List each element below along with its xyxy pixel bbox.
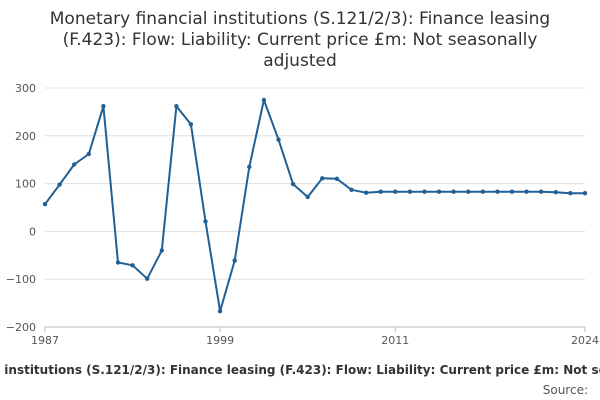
data-point[interactable] [363, 190, 369, 195]
data-point[interactable] [568, 191, 573, 196]
data-point[interactable] [42, 202, 48, 207]
series-line [44, 99, 585, 313]
x-axis-label: Monetary financial institutions (S.121/2… [0, 363, 600, 377]
data-point[interactable] [582, 191, 588, 196]
chart-title-line-1: Monetary financial institutions (S.121/2… [50, 9, 550, 29]
data-point[interactable] [305, 194, 310, 200]
x-tick-label: 2024 [571, 334, 599, 347]
data-point[interactable] [290, 181, 296, 187]
source-label: Source: [543, 383, 588, 397]
data-point[interactable] [72, 162, 77, 167]
data-point[interactable] [407, 189, 413, 194]
data-point[interactable] [261, 97, 267, 103]
data-point[interactable] [188, 122, 194, 127]
y-tick-label: 100 [15, 178, 36, 191]
data-point[interactable] [480, 189, 485, 194]
data-point[interactable] [159, 248, 164, 253]
y-axis-ticks: −200 −100 0 100 200 300 [6, 82, 36, 334]
data-points [42, 97, 588, 314]
grid-lines [45, 87, 585, 328]
data-point[interactable] [451, 189, 456, 194]
data-point[interactable] [539, 189, 544, 194]
data-point[interactable] [115, 260, 121, 265]
data-point[interactable] [509, 189, 515, 194]
data-point[interactable] [553, 190, 558, 195]
data-point[interactable] [247, 164, 252, 170]
chart-title-line-3: adjusted [263, 51, 336, 71]
data-point[interactable] [86, 151, 92, 157]
data-point[interactable] [276, 137, 281, 142]
x-tick-label: 1999 [206, 334, 234, 347]
x-tick-label: 2011 [381, 334, 409, 347]
y-tick-label: 300 [15, 82, 36, 95]
data-point[interactable] [57, 182, 62, 187]
data-point[interactable] [320, 176, 325, 181]
data-point[interactable] [174, 104, 179, 109]
x-tick-label: 1987 [31, 334, 59, 347]
data-point[interactable] [436, 189, 442, 194]
data-point[interactable] [232, 258, 237, 263]
y-tick-label: −100 [6, 273, 36, 286]
data-point[interactable] [130, 263, 135, 268]
y-tick-label: 0 [29, 225, 36, 238]
data-point[interactable] [349, 187, 354, 192]
y-tick-label: −200 [6, 321, 36, 334]
data-point[interactable] [203, 219, 208, 224]
data-point[interactable] [495, 189, 500, 194]
data-point[interactable] [145, 276, 150, 281]
data-point[interactable] [393, 189, 398, 194]
chart-title-line-2: (F.423): Flow: Liability: Current price … [63, 30, 538, 50]
data-point[interactable] [524, 189, 529, 194]
y-tick-label: 200 [15, 130, 36, 143]
data-point[interactable] [101, 104, 106, 109]
x-axis: 1987 1999 2011 2024 [31, 326, 599, 347]
data-point[interactable] [422, 189, 427, 194]
series-path [44, 99, 585, 313]
data-point[interactable] [378, 189, 383, 194]
data-point[interactable] [334, 176, 340, 181]
data-point[interactable] [217, 309, 223, 314]
data-point[interactable] [466, 189, 471, 194]
